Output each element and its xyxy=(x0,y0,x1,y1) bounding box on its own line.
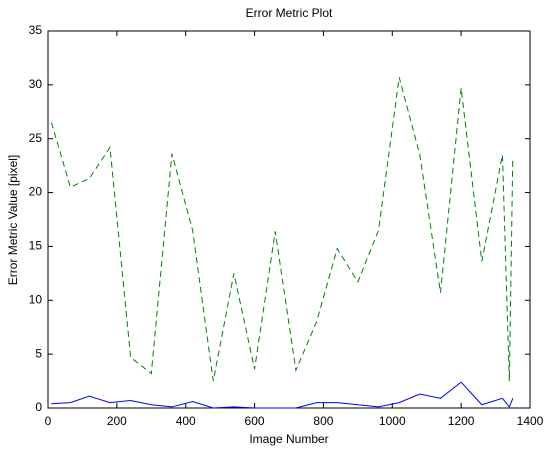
y-tick-label: 30 xyxy=(29,77,43,91)
x-tick-label: 1200 xyxy=(448,414,475,428)
data-line xyxy=(50,77,514,382)
x-axis-label: Image Number xyxy=(249,432,328,446)
x-tick-label: 400 xyxy=(176,414,196,428)
x-tick-label: 0 xyxy=(45,414,52,428)
x-tick-label: 600 xyxy=(245,414,265,428)
y-tick-label: 5 xyxy=(35,346,42,360)
x-tick-label: 200 xyxy=(107,414,127,428)
y-tick-label: 0 xyxy=(35,400,42,414)
data-line xyxy=(51,381,514,409)
y-tick-label: 20 xyxy=(29,185,43,199)
x-tick-label: 1400 xyxy=(517,414,544,428)
y-tick-label: 15 xyxy=(29,239,43,253)
chart-title: Error Metric Plot xyxy=(246,6,333,20)
y-tick-label: 35 xyxy=(29,23,43,37)
x-tick-label: 800 xyxy=(313,414,333,428)
x-tick-label: 1000 xyxy=(379,414,406,428)
y-tick-label: 25 xyxy=(29,131,43,145)
y-axis-label: Error Metric Value [pixel] xyxy=(6,155,20,285)
y-tick-label: 10 xyxy=(29,292,43,306)
